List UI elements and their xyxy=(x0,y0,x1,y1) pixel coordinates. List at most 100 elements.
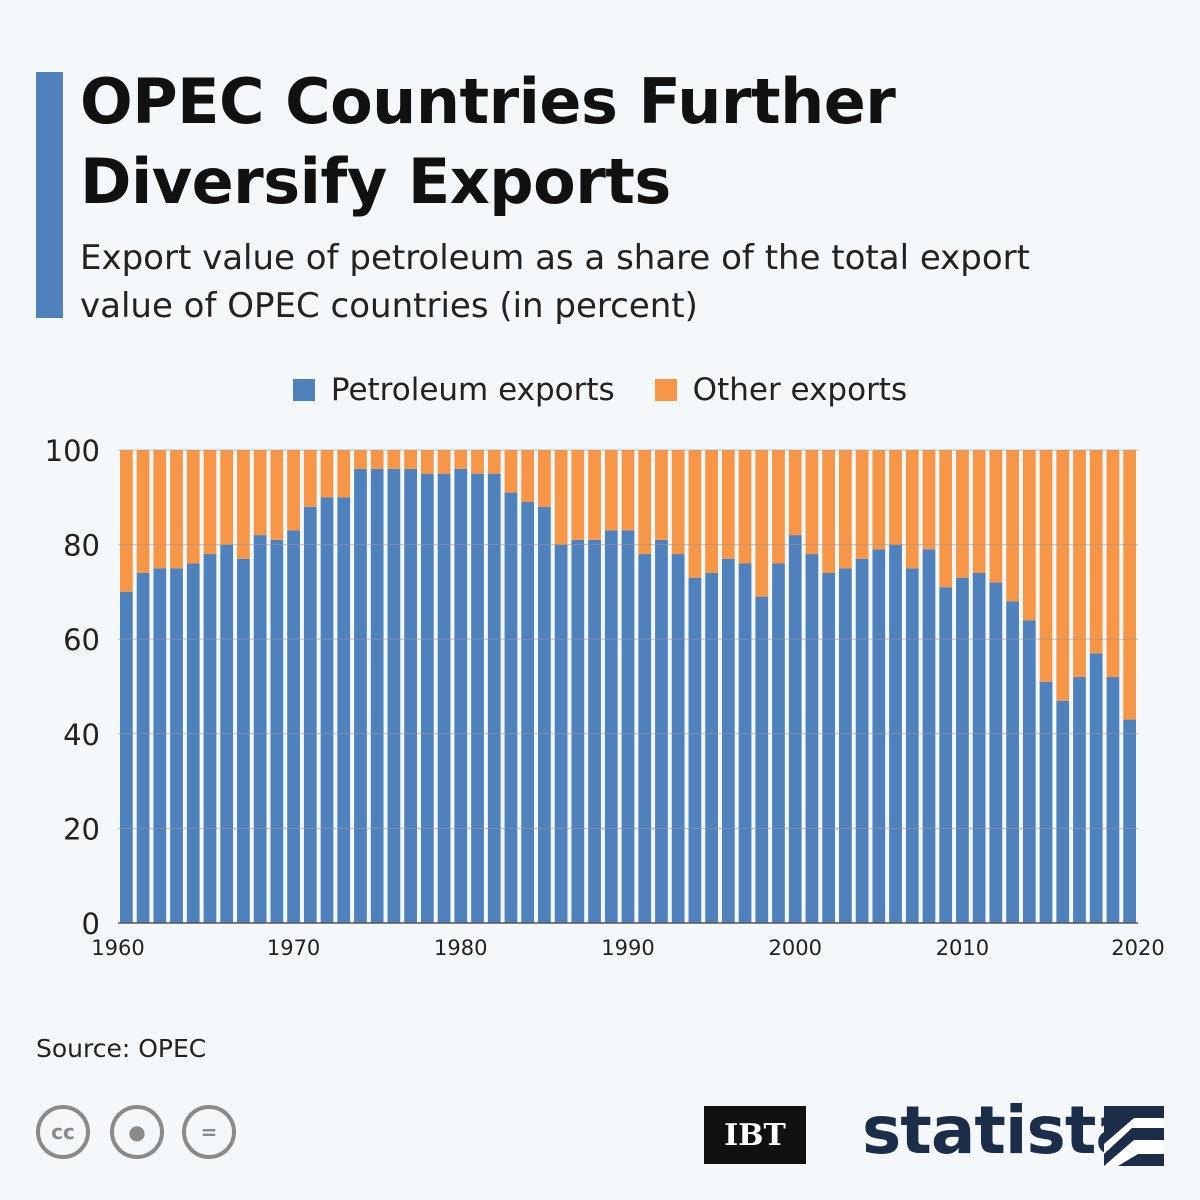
statista-wordmark: statista xyxy=(862,1092,1140,1169)
bar-other-2015 xyxy=(1039,450,1053,682)
bar-petroleum-1997 xyxy=(738,563,752,923)
bar-other-1974 xyxy=(354,450,367,469)
bar-other-2002 xyxy=(822,450,836,573)
bar-petroleum-1996 xyxy=(721,558,735,923)
bar-other-1976 xyxy=(387,450,401,469)
bar-petroleum-1968 xyxy=(253,535,267,923)
bar-petroleum-2018 xyxy=(1089,653,1103,923)
bar-petroleum-2004 xyxy=(855,558,869,923)
legend-swatch-other xyxy=(654,379,677,401)
attribution-icon: ● xyxy=(110,1105,164,1159)
y-tick-label: 60 xyxy=(63,623,100,657)
bar-other-1960 xyxy=(120,450,133,592)
y-tick-label: 80 xyxy=(63,529,100,563)
bar-other-1983 xyxy=(504,450,518,493)
bar-petroleum-1982 xyxy=(487,473,501,923)
bar-other-2010 xyxy=(956,450,969,578)
bar-other-1985 xyxy=(538,450,551,507)
bar-petroleum-1969 xyxy=(270,539,284,923)
bar-petroleum-1998 xyxy=(755,596,769,923)
bar-other-1963 xyxy=(170,450,183,569)
legend-swatch-petroleum xyxy=(292,379,315,401)
bar-other-2020 xyxy=(1123,450,1136,720)
bar-other-1989 xyxy=(604,450,618,531)
bar-other-2000 xyxy=(788,450,802,536)
bar-petroleum-2009 xyxy=(939,587,953,923)
bar-petroleum-1963 xyxy=(170,568,183,923)
bar-other-1997 xyxy=(738,450,752,564)
bar-other-2003 xyxy=(839,450,852,569)
bar-petroleum-2016 xyxy=(1056,700,1070,923)
bar-petroleum-2003 xyxy=(839,568,852,923)
bar-other-1977 xyxy=(404,450,417,469)
bar-other-2013 xyxy=(1006,450,1019,602)
bar-petroleum-1967 xyxy=(237,558,250,923)
bar-petroleum-1988 xyxy=(588,539,601,923)
bar-petroleum-2007 xyxy=(905,568,919,923)
subtitle-line-2: value of OPEC countries (in percent) xyxy=(80,286,698,326)
bar-other-2001 xyxy=(805,450,819,555)
bar-other-1962 xyxy=(153,450,167,569)
bar-petroleum-1993 xyxy=(671,554,685,923)
bar-other-1995 xyxy=(705,450,718,573)
bar-other-1988 xyxy=(588,450,601,540)
bar-petroleum-1985 xyxy=(538,506,551,923)
bar-other-2016 xyxy=(1056,450,1070,701)
x-tick-label: 2000 xyxy=(768,936,821,960)
bar-other-2014 xyxy=(1022,450,1036,621)
bar-other-1978 xyxy=(420,450,434,474)
x-tick-label: 2020 xyxy=(1111,936,1164,960)
bar-petroleum-1971 xyxy=(303,506,317,923)
bar-other-1998 xyxy=(755,450,769,597)
bar-other-2004 xyxy=(855,450,869,559)
legend-label-petroleum: Petroleum exports xyxy=(330,372,615,408)
ibt-logo: IBT xyxy=(704,1106,806,1164)
chart: 0 20 40 60 80 100 1960 1970 1980 1990 2000 2010 2020 xyxy=(45,434,1165,960)
bar-petroleum-2019 xyxy=(1106,677,1120,923)
bar-petroleum-1978 xyxy=(420,473,434,923)
bar-petroleum-2005 xyxy=(872,549,886,923)
x-tick-label: 2010 xyxy=(936,936,989,960)
bar-petroleum-1965 xyxy=(203,554,217,923)
subtitle-line-1: Export value of petroleum as a share of … xyxy=(80,238,1030,278)
bar-petroleum-1980 xyxy=(454,468,468,923)
statista-logo: statista xyxy=(862,1092,1164,1169)
y-tick-label: 0 xyxy=(82,907,100,941)
bar-petroleum-1991 xyxy=(638,554,652,923)
title-accent-bar xyxy=(36,72,63,318)
bar-petroleum-1964 xyxy=(186,563,200,923)
bar-petroleum-2017 xyxy=(1073,677,1086,923)
bar-other-2011 xyxy=(972,450,986,573)
bar-petroleum-1970 xyxy=(287,530,300,923)
bar-petroleum-1981 xyxy=(471,473,484,923)
bar-other-1971 xyxy=(303,450,317,507)
bar-petroleum-1973 xyxy=(337,497,351,923)
subtitle: Export value of petroleum as a share of … xyxy=(80,234,1030,330)
bar-petroleum-1960 xyxy=(120,591,133,923)
bar-petroleum-1984 xyxy=(521,502,535,923)
bar-other-1979 xyxy=(437,450,451,474)
y-tick-label: 20 xyxy=(63,812,100,846)
legend-label-other: Other exports xyxy=(692,372,908,408)
bar-other-1968 xyxy=(253,450,267,536)
bar-other-1987 xyxy=(571,450,585,540)
bar-petroleum-2010 xyxy=(956,577,969,923)
title-line-2: Diversify Exports xyxy=(80,145,671,218)
source-note: Source: OPEC xyxy=(36,1034,207,1063)
bar-other-1961 xyxy=(136,450,150,573)
bar-other-1994 xyxy=(688,450,702,578)
bar-other-1981 xyxy=(471,450,484,474)
bar-other-1999 xyxy=(772,450,785,564)
bar-other-2006 xyxy=(889,450,902,545)
bar-petroleum-2001 xyxy=(805,554,819,923)
bar-petroleum-2011 xyxy=(972,572,986,923)
bar-other-1965 xyxy=(203,450,217,555)
bar-petroleum-2000 xyxy=(788,535,802,923)
bar-other-2008 xyxy=(922,450,936,550)
bar-petroleum-1994 xyxy=(688,577,702,923)
bar-other-1986 xyxy=(554,450,568,545)
bar-petroleum-1962 xyxy=(153,568,167,923)
bar-petroleum-1983 xyxy=(504,492,518,923)
no-derivatives-icon: = xyxy=(182,1105,236,1159)
bar-other-1992 xyxy=(655,450,668,540)
